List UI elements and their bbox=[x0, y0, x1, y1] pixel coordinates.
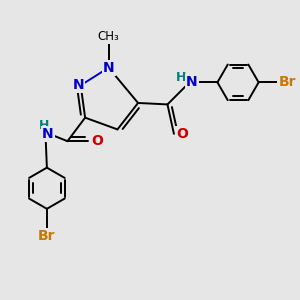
Text: Br: Br bbox=[38, 229, 56, 243]
Text: Br: Br bbox=[278, 75, 296, 89]
Text: N: N bbox=[103, 61, 115, 75]
Text: N: N bbox=[42, 127, 54, 141]
Text: H: H bbox=[176, 70, 187, 84]
Text: O: O bbox=[92, 134, 104, 148]
Text: N: N bbox=[186, 75, 198, 89]
Text: CH₃: CH₃ bbox=[98, 30, 119, 43]
Text: N: N bbox=[73, 78, 84, 92]
Text: O: O bbox=[176, 127, 188, 141]
Text: H: H bbox=[39, 119, 49, 132]
